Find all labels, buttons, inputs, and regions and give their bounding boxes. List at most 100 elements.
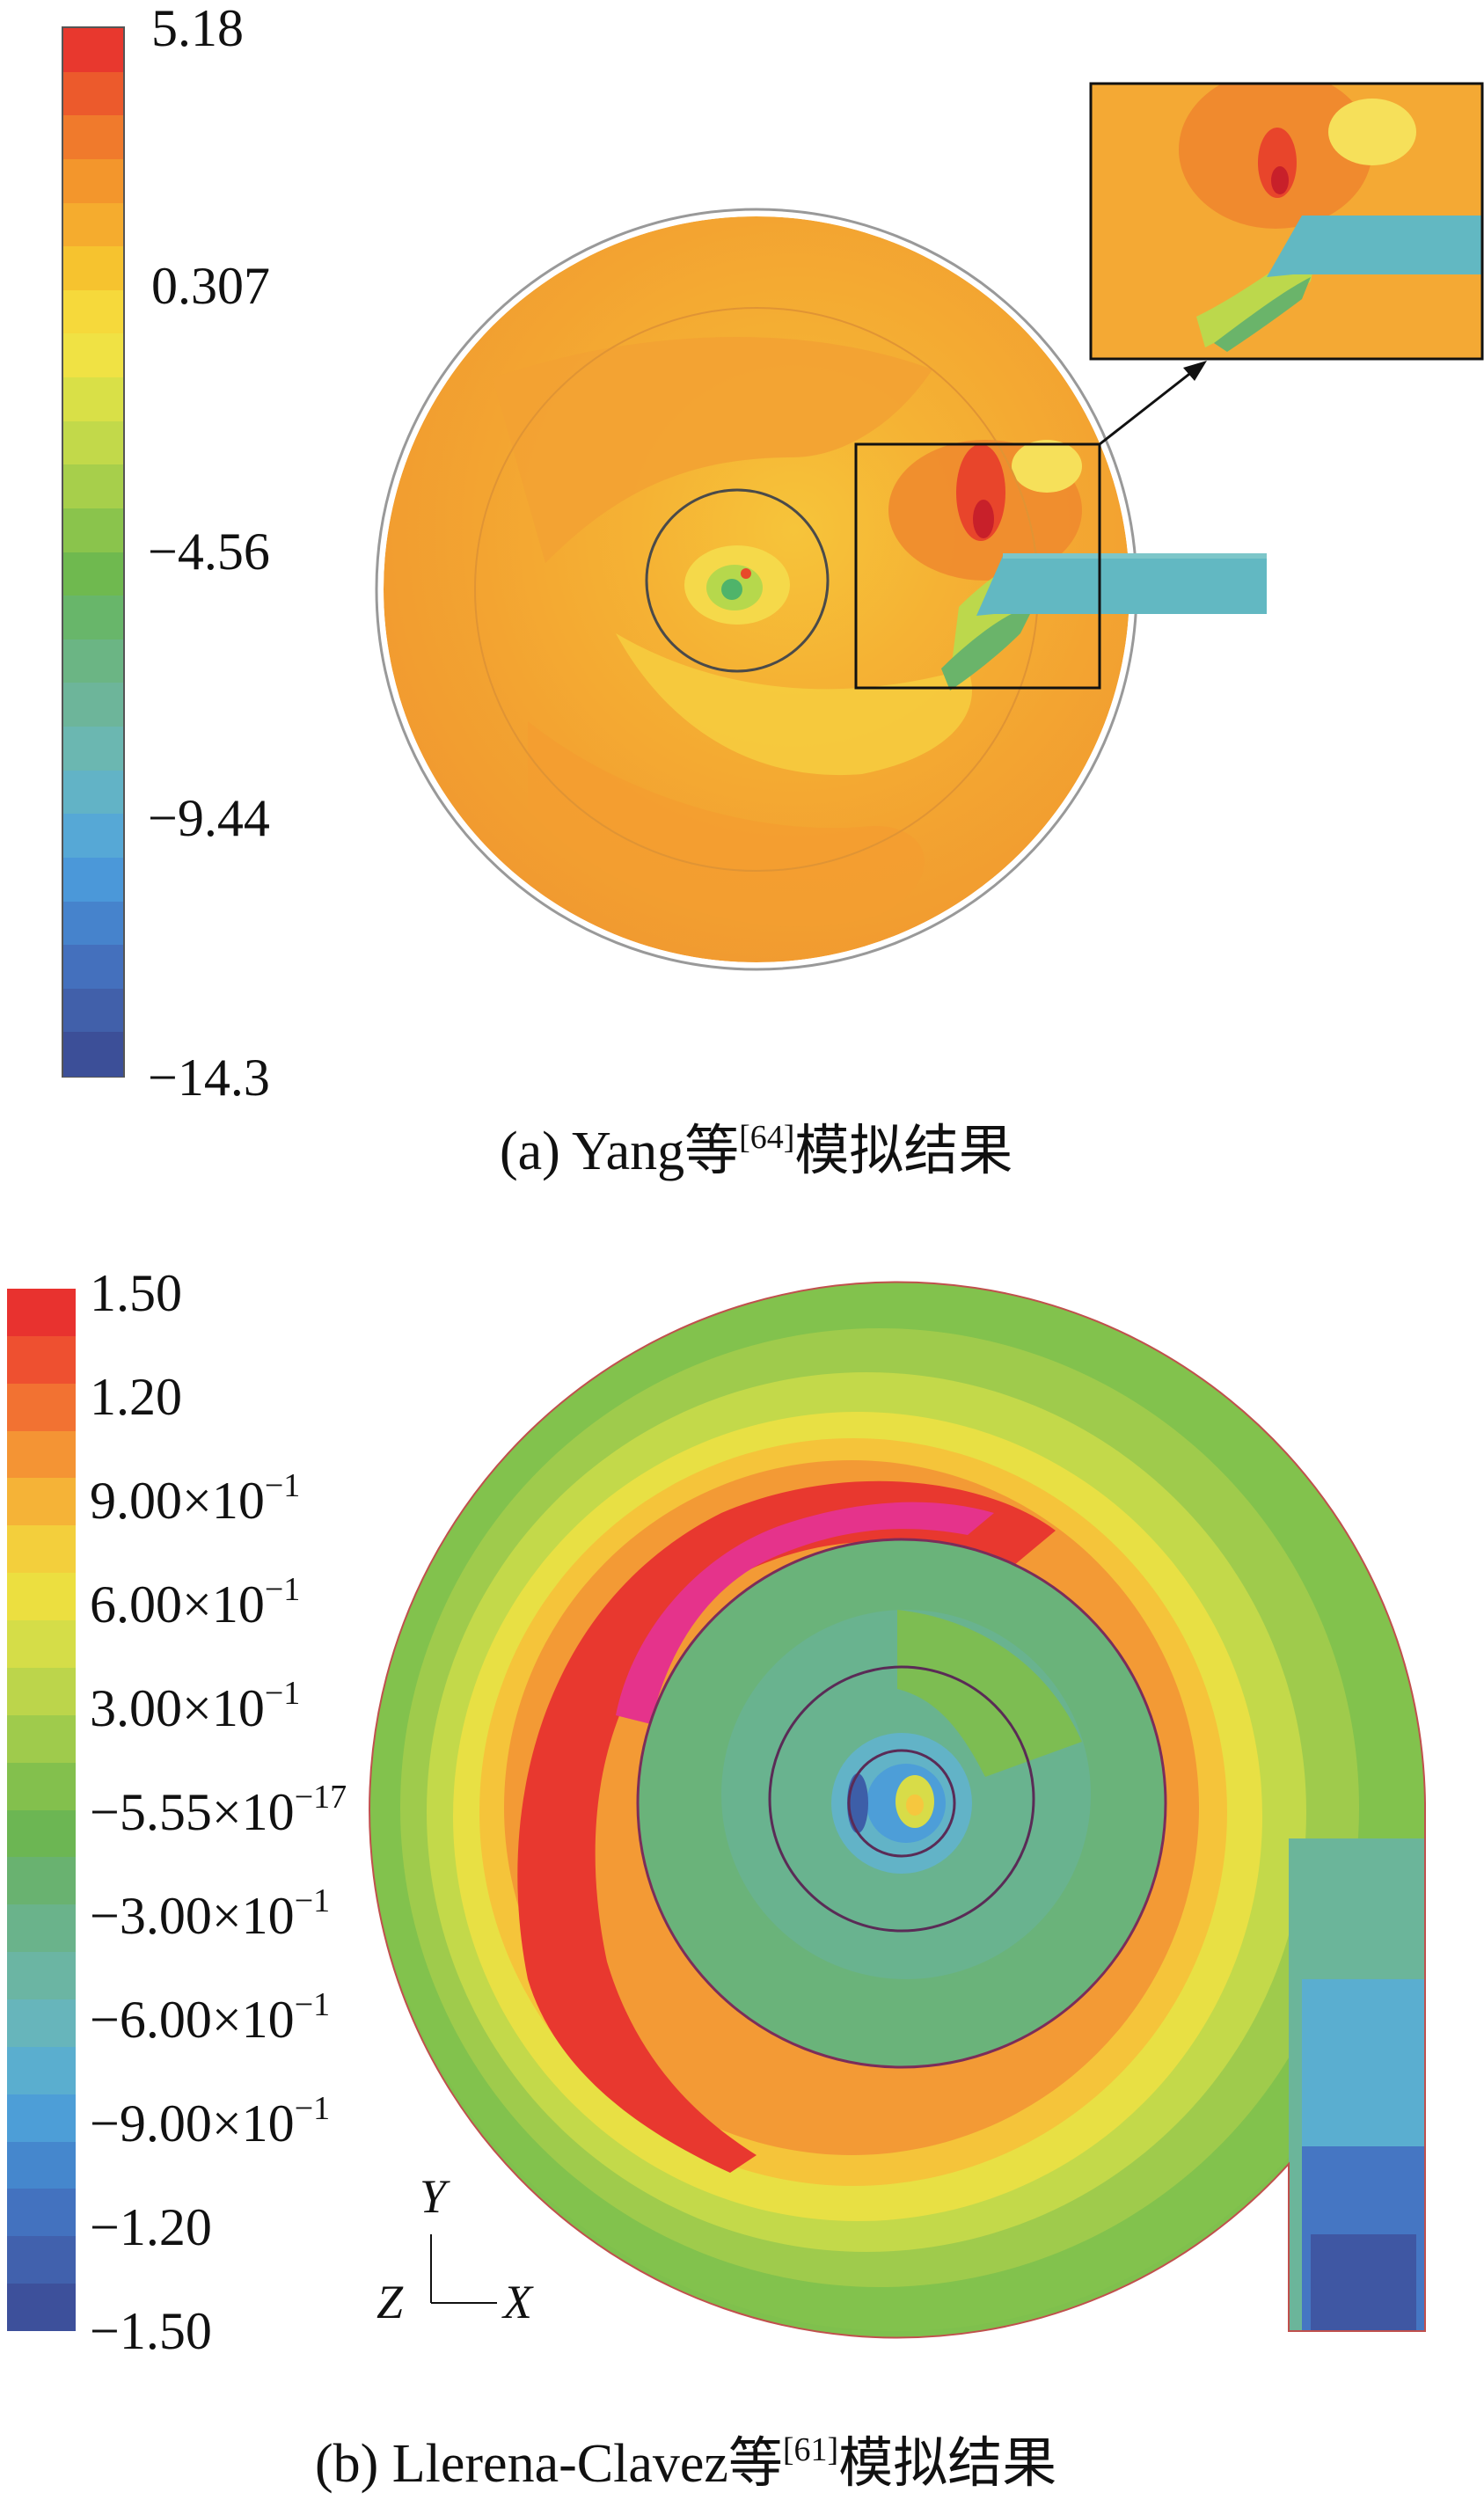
colorbar-segment bbox=[7, 1289, 76, 1337]
colorbar-segment bbox=[7, 2141, 76, 2189]
colorbar-segment bbox=[63, 988, 123, 1033]
colorbar-segment bbox=[63, 420, 123, 465]
colorbar-segment bbox=[7, 1762, 76, 1810]
colorbar-segment bbox=[7, 1904, 76, 1953]
colorbar-segment bbox=[7, 2046, 76, 2095]
peak-value-band bbox=[616, 1502, 994, 1724]
low-value-spot bbox=[847, 1773, 868, 1833]
contour-band bbox=[1214, 277, 1311, 352]
colorbar-segment bbox=[63, 464, 123, 509]
tick-exponent: −1 bbox=[264, 1571, 301, 1608]
contour-band bbox=[897, 1610, 1082, 1777]
high-value-spot bbox=[741, 568, 751, 579]
tick-mantissa: −5.55×10 bbox=[90, 1783, 295, 1841]
central-cylinder-a bbox=[645, 488, 830, 673]
contour-band bbox=[1328, 99, 1416, 165]
caption-a-prefix: (a) Yang等 bbox=[500, 1122, 740, 1181]
colorbar-segment bbox=[7, 1857, 76, 1905]
colorbar-b-tick-label: 3.00×10−1 bbox=[90, 1677, 300, 1737]
colorbar-segment bbox=[7, 2236, 76, 2284]
colorbar-segment bbox=[63, 770, 123, 815]
colorbar-segment bbox=[63, 246, 123, 291]
colorbar-segment bbox=[63, 508, 123, 552]
tick-mantissa: 1.20 bbox=[90, 1368, 182, 1426]
contour-band bbox=[616, 633, 972, 776]
colorbar-segment bbox=[7, 1714, 76, 1764]
colorbar-segment bbox=[63, 727, 123, 771]
colorbar-segment bbox=[63, 683, 123, 727]
tick-exponent: −17 bbox=[294, 1779, 347, 1816]
colorbar-segment bbox=[7, 1952, 76, 2000]
tick-mantissa: −1.50 bbox=[90, 2302, 212, 2360]
colorbar-b-tick-label: 6.00×10−1 bbox=[90, 1573, 300, 1634]
tick-exponent: −1 bbox=[294, 1882, 331, 1919]
axis-label-y: Y bbox=[420, 2170, 447, 2223]
caption-b-prefix: (b) Llerena-Clavez等 bbox=[315, 2434, 783, 2494]
colorbar-b-tick-label: −5.55×10−17 bbox=[90, 1780, 347, 1841]
caption-b-ref: [61] bbox=[782, 2431, 839, 2468]
colorbar-segment bbox=[63, 202, 123, 247]
colorbar-b-tick-label: −1.20 bbox=[90, 2201, 212, 2254]
tick-mantissa: 3.00×10 bbox=[90, 1679, 265, 1737]
tick-exponent: −1 bbox=[294, 2090, 331, 2127]
colorbar-a-tick-label: 0.307 bbox=[151, 257, 270, 315]
colorbar-b-tick-label: −6.00×10−1 bbox=[90, 1988, 330, 2046]
colorbar-segment bbox=[63, 377, 123, 422]
colorbar-segment bbox=[7, 2284, 76, 2332]
low-value-spot bbox=[721, 579, 742, 600]
inner-cylinder-b bbox=[636, 1538, 1167, 2069]
contour-band bbox=[1012, 440, 1082, 493]
caption-a: (a) Yang等[64]模拟结果 bbox=[500, 1121, 1013, 1181]
zoom-arrow-line bbox=[1099, 363, 1202, 446]
tick-exponent: −1 bbox=[294, 1986, 331, 2023]
colorbar-segment bbox=[63, 115, 123, 160]
outlet-pipe bbox=[976, 556, 1267, 616]
colorbar-segment bbox=[63, 814, 123, 859]
colorbar-segment bbox=[63, 333, 123, 378]
caption-b: (b) Llerena-Clavez等[61]模拟结果 bbox=[315, 2433, 1056, 2494]
colorbar-segment bbox=[7, 1478, 76, 1526]
colorbar-segment bbox=[63, 639, 123, 683]
colorbar-a-tick-label: −9.44 bbox=[148, 789, 270, 847]
colorbar-segment bbox=[7, 1620, 76, 1669]
colorbar-segment bbox=[7, 1335, 76, 1385]
high-value-core bbox=[1271, 166, 1289, 194]
tick-mantissa: −1.20 bbox=[90, 2198, 212, 2256]
tick-exponent: −1 bbox=[264, 1467, 301, 1504]
colorbar-a bbox=[62, 26, 125, 1078]
colorbar-segment bbox=[7, 1573, 76, 1621]
high-value-core bbox=[973, 500, 994, 538]
colorbar-segment bbox=[63, 945, 123, 990]
axis-indicator bbox=[430, 2234, 497, 2304]
tick-mantissa: −9.00×10 bbox=[90, 2094, 295, 2153]
colorbar-a-tick-label: −4.56 bbox=[148, 523, 270, 581]
zoom-arrow-head bbox=[1183, 361, 1207, 381]
colorbar-segment bbox=[7, 1667, 76, 1716]
colorbar-b-tick-label: −3.00×10−1 bbox=[90, 1884, 330, 1942]
zoom-region-box bbox=[854, 442, 1101, 690]
contour-band bbox=[941, 607, 1034, 691]
contour-band bbox=[1311, 2234, 1416, 2331]
tick-mantissa: 9.00×10 bbox=[90, 1472, 265, 1530]
center-tube-b bbox=[847, 1749, 956, 1858]
colorbar-a-tick-label: −14.3 bbox=[148, 1049, 270, 1107]
contour-band bbox=[528, 721, 925, 927]
colorbar-b-tick-label: 1.20 bbox=[90, 1370, 182, 1423]
inset-frame bbox=[1089, 82, 1484, 361]
colorbar-segment bbox=[7, 1999, 76, 2048]
colorbar-segment bbox=[63, 289, 123, 334]
tick-mantissa: 6.00×10 bbox=[90, 1575, 265, 1634]
tick-exponent: −1 bbox=[264, 1675, 301, 1712]
colorbar-segment bbox=[7, 2189, 76, 2237]
contour-plot-a bbox=[375, 82, 1484, 971]
colorbar-a-tick-label: 5.18 bbox=[151, 0, 244, 57]
colorbar-b bbox=[7, 1289, 76, 2332]
colorbar-segment bbox=[63, 158, 123, 203]
contour-plot-b bbox=[369, 1281, 1426, 2339]
scroll-outline-b bbox=[369, 1281, 1426, 2339]
high-value-band bbox=[517, 1480, 1056, 2173]
colorbar-segment bbox=[63, 552, 123, 596]
caption-a-suffix: 模拟结果 bbox=[794, 1122, 1013, 1181]
tick-mantissa: 1.50 bbox=[90, 1264, 182, 1322]
colorbar-segment bbox=[7, 1525, 76, 1574]
